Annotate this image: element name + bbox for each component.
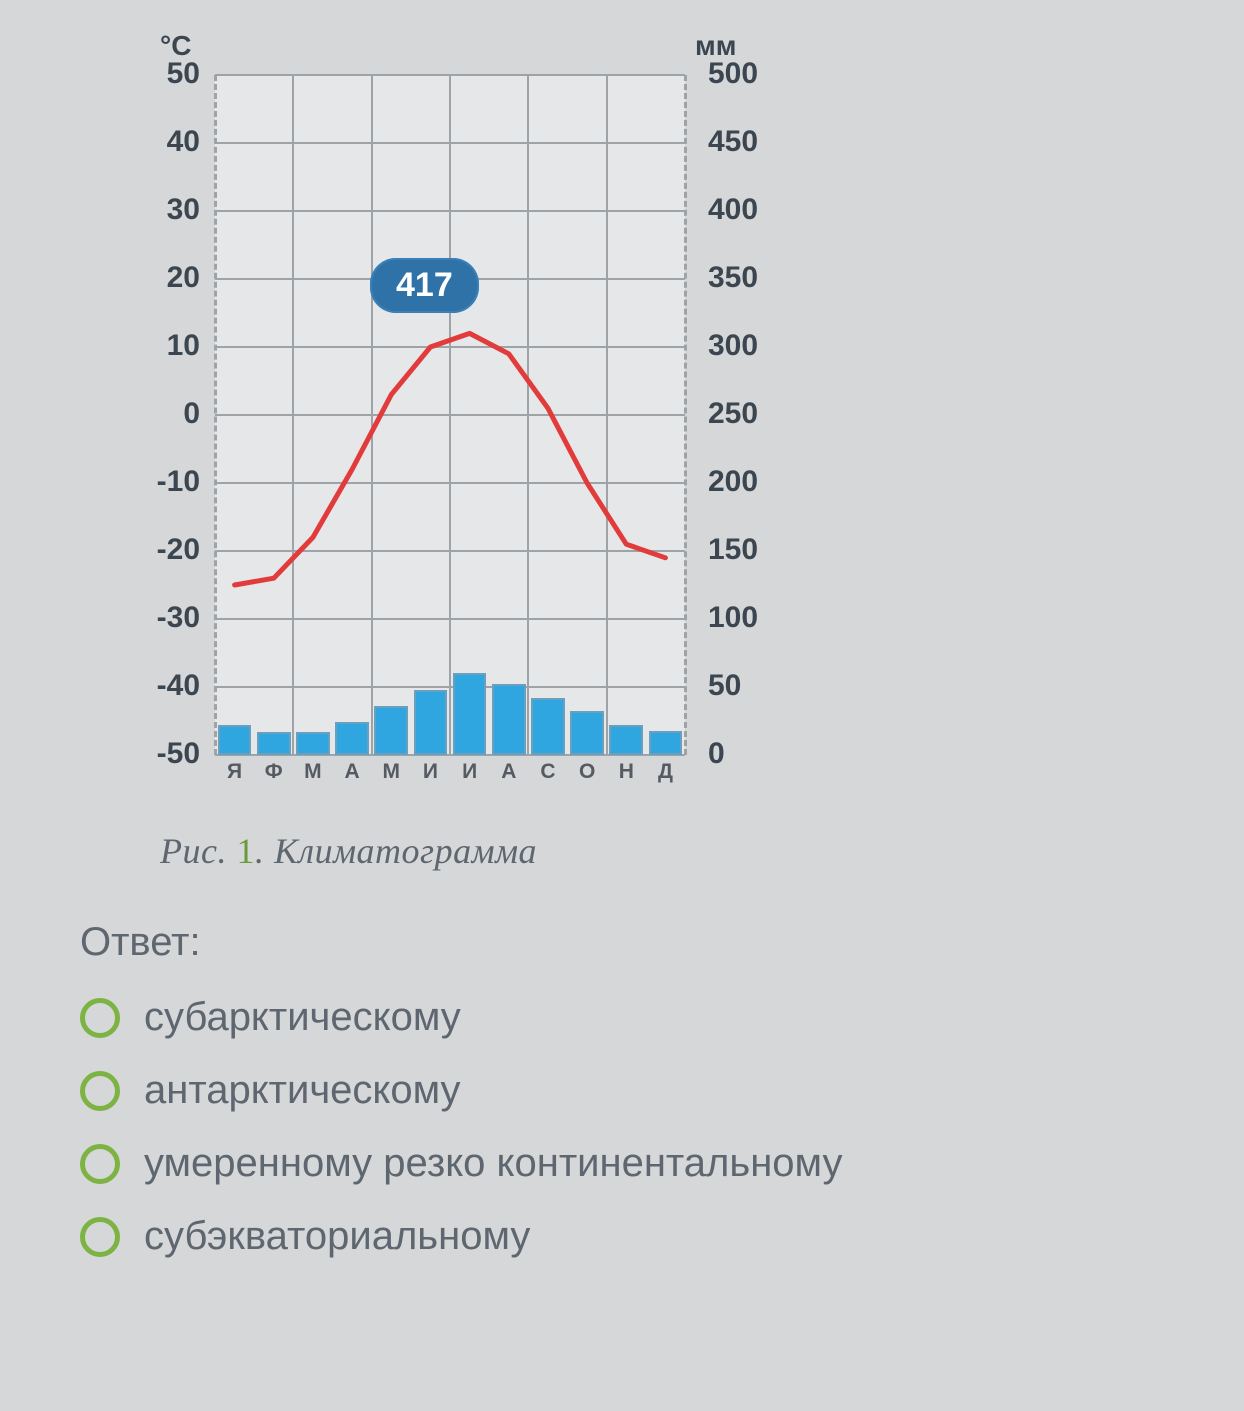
figure-caption: Рис. 1. Климатограмма [160,830,537,872]
radio-icon[interactable] [80,998,120,1038]
ytick-left: 20 [90,261,200,295]
ytick-right: 500 [708,57,818,91]
month-tick: М [372,760,411,784]
ytick-right: 400 [708,193,818,227]
month-tick: А [489,760,528,784]
plot-area [215,75,685,755]
caption-suffix: . Климатограмма [255,831,537,871]
ytick-left: 30 [90,193,200,227]
answer-option[interactable]: антарктическому [80,1068,843,1113]
ytick-left: 40 [90,125,200,159]
answer-option[interactable]: субэкваториальному [80,1214,843,1259]
ytick-right: 200 [708,465,818,499]
month-axis: ЯФМАМИИАСОНД [215,760,685,784]
radio-icon[interactable] [80,1217,120,1257]
month-tick: Ф [254,760,293,784]
answer-option-label: антарктическому [144,1068,461,1113]
ytick-right: 350 [708,261,818,295]
answer-option[interactable]: субарктическому [80,995,843,1040]
ytick-left: 50 [90,57,200,91]
ytick-right: 150 [708,533,818,567]
ytick-left: -50 [90,737,200,771]
answer-option-label: субэкваториальному [144,1214,530,1259]
radio-icon[interactable] [80,1144,120,1184]
ytick-right: 100 [708,601,818,635]
answer-label: Ответ: [80,920,843,965]
answer-option[interactable]: умеренному резко континентальному [80,1141,843,1186]
month-tick: Д [646,760,685,784]
month-tick: Я [215,760,254,784]
ytick-right: 0 [708,737,818,771]
caption-number: 1 [236,831,255,871]
ytick-right: 450 [708,125,818,159]
radio-icon[interactable] [80,1071,120,1111]
ytick-left: 10 [90,329,200,363]
ytick-left: -40 [90,669,200,703]
ytick-left: -10 [90,465,200,499]
ytick-left: -30 [90,601,200,635]
month-tick: О [568,760,607,784]
ytick-left: -20 [90,533,200,567]
answer-option-label: умеренному резко континентальному [144,1141,843,1186]
annual-precip-badge: 417 [370,258,479,313]
temperature-line [215,75,685,755]
month-tick: С [528,760,567,784]
page-root: °C мм 50403020100-10-20-30-40-50 5004504… [0,0,1244,1411]
month-tick: И [450,760,489,784]
ytick-right: 250 [708,397,818,431]
ytick-left: 0 [90,397,200,431]
caption-prefix: Рис. [160,831,236,871]
answer-section: Ответ: субарктическому антарктическому уме… [80,920,843,1287]
temperature-path [235,333,666,585]
month-tick: Н [607,760,646,784]
month-tick: А [333,760,372,784]
climatogram-chart: °C мм 50403020100-10-20-30-40-50 5004504… [80,30,840,850]
ytick-right: 300 [708,329,818,363]
month-tick: И [411,760,450,784]
answer-option-label: субарктическому [144,995,461,1040]
month-tick: М [293,760,332,784]
ytick-right: 50 [708,669,818,703]
